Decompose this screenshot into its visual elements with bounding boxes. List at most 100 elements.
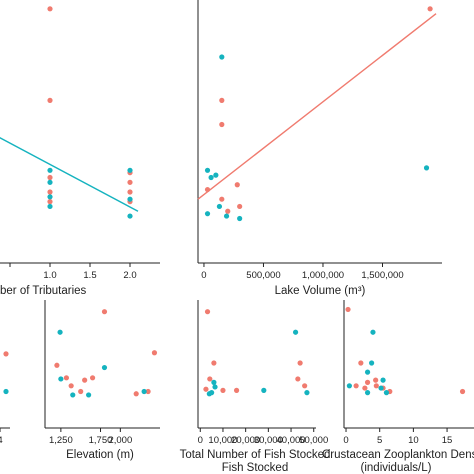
x-tick-label: 1,750 (89, 435, 113, 446)
data-point-teal (423, 165, 430, 171)
data-point-red (151, 350, 158, 356)
x-ticks: 0 500,000 1,000,000 1,500,000 (201, 263, 404, 281)
data-point-red (82, 377, 88, 383)
data-point-teal (223, 213, 230, 219)
x-tick-label: 2,000 (108, 435, 132, 446)
x-axis-label: Total Number of Fish Stocked (180, 449, 331, 461)
data-point-red (68, 383, 74, 389)
x-tick-label: 5 (377, 435, 382, 446)
data-point-red (127, 189, 133, 195)
data-point-red (63, 375, 70, 381)
data-point-red (207, 376, 213, 382)
data-point-teal (127, 196, 133, 202)
x-axis-label: Crustacean Zooplankton Density (322, 449, 474, 461)
data-point-teal (216, 203, 223, 210)
data-points (345, 306, 466, 396)
data-point-teal (70, 392, 76, 398)
x-axis-label: ber of Tributaries (0, 285, 87, 297)
data-point-teal (370, 329, 376, 335)
x-tick-label: 1,500,000 (361, 270, 403, 281)
data-point-teal (47, 194, 53, 200)
data-point-red (47, 199, 53, 205)
data-point-red (145, 388, 151, 395)
x-tick-label: 500,000 (246, 270, 280, 281)
x-tick-label: 2.0 (123, 270, 136, 281)
data-point-teal (86, 392, 92, 398)
data-point-teal (204, 211, 211, 217)
data-point-red (89, 375, 96, 381)
data-point-red (358, 360, 364, 366)
data-point-red (3, 351, 9, 357)
data-point-teal (3, 388, 9, 395)
x-tick-label: 10,000 (208, 435, 237, 446)
data-point-red (373, 383, 379, 389)
data-point-red (297, 360, 303, 366)
data-point-teal (383, 390, 390, 396)
data-point-teal (378, 385, 384, 391)
data-point-red (234, 182, 240, 188)
data-point-teal (101, 364, 108, 371)
data-point-teal (208, 174, 214, 181)
panel-zooplankton: 0 5 10 15 Crustacean Zooplankton Density (i… (322, 300, 474, 474)
x-axis-label-line-2: Fish Stocked (222, 462, 288, 474)
data-point-red (203, 386, 209, 392)
data-point-red (219, 196, 225, 202)
x-tick-label: 1.0 (43, 270, 56, 281)
x-tick-label: 15 (442, 435, 453, 446)
data-point-teal (47, 179, 53, 185)
data-point-teal (213, 172, 219, 178)
x-axis-label: Lake Volume (m³) (275, 285, 366, 297)
x-tick-label: 50,000 (299, 435, 328, 446)
data-point-red (204, 186, 211, 193)
data-point-red (204, 309, 211, 315)
data-point-red (54, 362, 60, 368)
x-ticks: 4 (0, 428, 3, 446)
data-point-teal (47, 167, 53, 173)
data-points (204, 6, 433, 222)
x-axis-label: Elevation (m) (66, 449, 134, 461)
data-point-teal (380, 377, 386, 383)
data-point-teal (292, 329, 299, 335)
data-point-red (353, 383, 359, 389)
data-point-teal (58, 376, 64, 382)
data-points (54, 309, 158, 398)
data-point-red (78, 388, 84, 395)
x-tick-label: 10 (408, 435, 419, 446)
data-point-teal (261, 387, 267, 393)
data-point-red (101, 309, 108, 315)
x-tick-label: 4 (0, 435, 3, 446)
x-tick-label: 1,000,000 (302, 270, 344, 281)
data-point-teal (127, 167, 133, 173)
data-point-teal (237, 215, 243, 222)
x-tick-label: 1,250 (49, 435, 73, 446)
panel-tributaries: 1.0 1.5 2.0 ber of Tributaries (0, 6, 160, 297)
data-point-red (133, 391, 139, 397)
fit-line-red (197, 13, 437, 200)
data-point-red (237, 203, 243, 210)
data-points (203, 309, 310, 397)
data-point-teal (364, 390, 371, 396)
data-point-red (295, 376, 301, 382)
data-point-red (127, 179, 133, 185)
x-ticks: 1.0 1.5 2.0 (9, 263, 137, 281)
data-point-teal (212, 384, 218, 390)
panel-lake-volume: 0 500,000 1,000,000 1,500,000 Lake Volume (… (197, 0, 442, 297)
data-point-red (219, 97, 225, 103)
data-point-red (211, 360, 217, 366)
x-tick-label: 20,000 (231, 435, 260, 446)
data-point-red (225, 208, 231, 214)
data-point-red (373, 377, 379, 383)
data-point-teal (141, 388, 147, 395)
data-point-teal (364, 369, 371, 375)
x-tick-label: 0 (201, 270, 206, 281)
data-point-teal (304, 390, 310, 396)
data-point-red (47, 189, 53, 195)
data-point-red (219, 121, 225, 128)
data-point-red (345, 306, 351, 313)
data-point-teal (209, 390, 215, 396)
fit-line-teal (0, 136, 139, 212)
